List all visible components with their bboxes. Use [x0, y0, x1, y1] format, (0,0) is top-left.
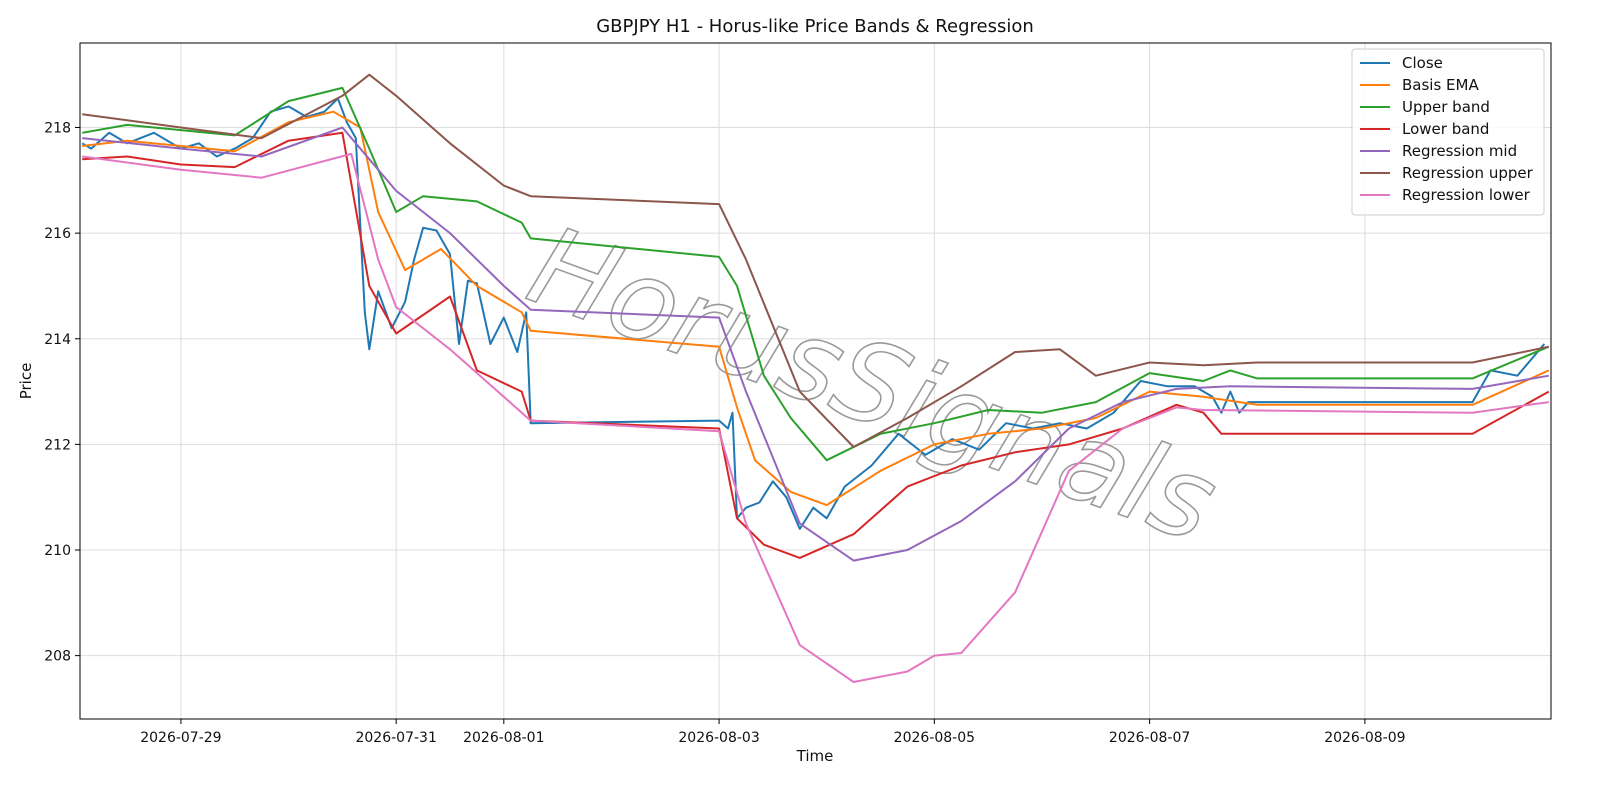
- y-tick-label: 216: [44, 226, 71, 242]
- x-tick-label: 2026-08-05: [894, 730, 975, 746]
- y-tick-label: 214: [44, 332, 71, 348]
- legend-label: Close: [1402, 54, 1443, 72]
- legend-label: Lower band: [1402, 120, 1489, 138]
- x-tick-label: 2026-07-31: [355, 730, 436, 746]
- y-tick-label: 212: [44, 437, 71, 453]
- series-line-regression-upper: [82, 73, 1550, 448]
- series-layer: [81, 73, 1550, 683]
- series-line-basis-ema: [82, 110, 1550, 507]
- y-tick-label: 218: [44, 121, 71, 137]
- legend-label: Upper band: [1402, 98, 1490, 116]
- y-axis: 208 210 212 214 216 218: [44, 121, 80, 665]
- plot-area: [80, 43, 1551, 719]
- x-tick-label: 2026-08-03: [678, 730, 759, 746]
- y-tick-label: 208: [44, 649, 71, 665]
- legend-label: Regression lower: [1402, 186, 1531, 204]
- y-axis-label: Price: [17, 363, 35, 400]
- series-line-regression-lower: [82, 152, 1549, 683]
- x-axis-label: Time: [796, 747, 834, 765]
- x-tick-label: 2026-07-29: [140, 730, 221, 746]
- legend-box: [1351, 48, 1545, 216]
- chart-title: GBPJPY H1 - Horus-like Price Bands & Reg…: [596, 16, 1034, 37]
- series-line-upper-band: [82, 86, 1550, 462]
- legend: Close Basis EMA Upper band Lower band Regres…: [1351, 48, 1545, 216]
- x-tick-label: 2026-08-01: [463, 730, 544, 746]
- legend-label: Basis EMA: [1402, 76, 1479, 94]
- gridlines: [80, 43, 1551, 719]
- x-tick-label: 2026-08-07: [1109, 730, 1190, 746]
- x-tick-label: 2026-08-09: [1324, 730, 1405, 746]
- plot-frame: [79, 42, 1552, 720]
- series-line-regression-mid: [82, 126, 1549, 562]
- x-axis: 2026-07-29 2026-07-31 2026-08-01 2026-08-03…: [140, 719, 1406, 746]
- legend-label: Regression upper: [1402, 164, 1534, 182]
- legend-label: Regression mid: [1402, 142, 1517, 160]
- y-tick-label: 210: [44, 543, 71, 559]
- series-line-close: [81, 97, 1546, 530]
